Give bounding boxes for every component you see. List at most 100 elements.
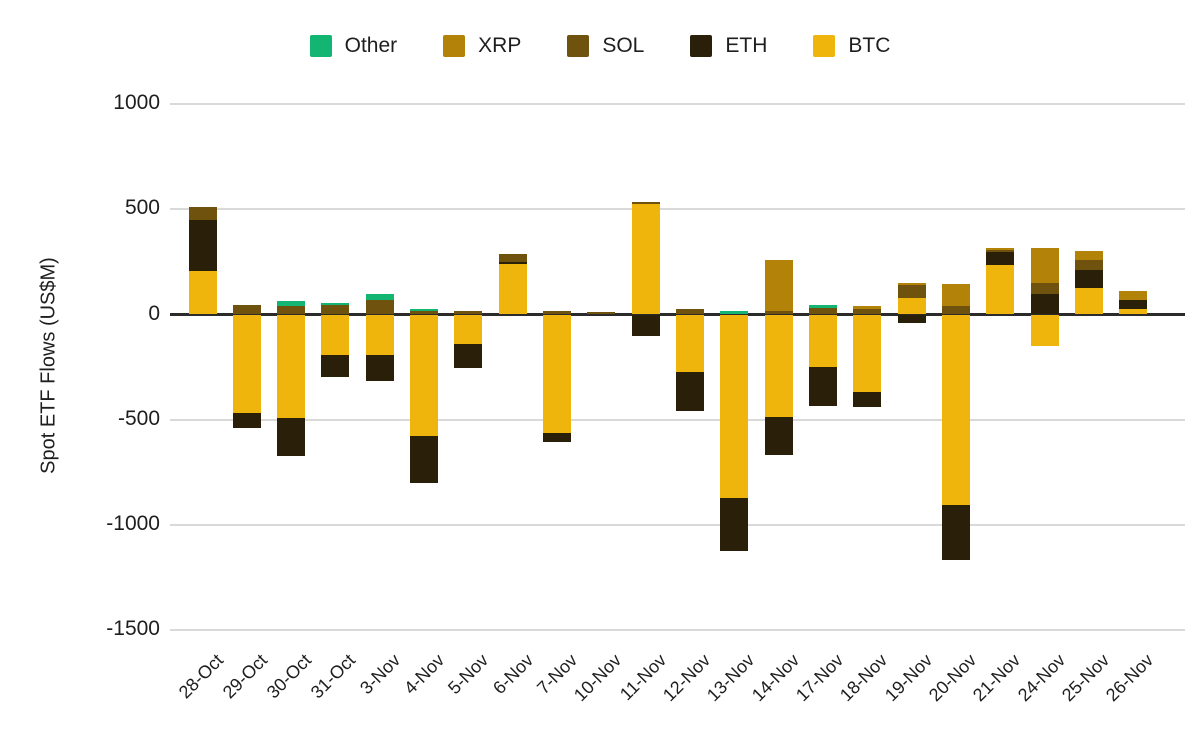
bar-segment-sol-30-oct xyxy=(277,306,306,315)
bar-segment-btc-26-nov xyxy=(1119,309,1148,315)
bar-segment-other-17-nov xyxy=(809,305,838,309)
bar-segment-sol-19-nov xyxy=(897,285,926,298)
bar-segment-sol-5-nov xyxy=(454,311,483,315)
bar-segment-eth-6-nov xyxy=(498,261,527,264)
bar-segment-eth-13-nov xyxy=(720,497,749,552)
bar-segment-xrp-24-nov xyxy=(1030,248,1059,283)
bar-segment-sol-18-nov xyxy=(853,309,882,315)
bar-segment-sol-17-nov xyxy=(809,308,838,315)
plot-area xyxy=(170,95,1185,640)
bar-segment-sol-7-nov xyxy=(543,311,572,315)
legend-swatch-eth xyxy=(690,35,713,57)
bar-segment-btc-29-oct xyxy=(232,314,261,414)
bar-segment-btc-28-oct xyxy=(188,271,217,315)
gridline--1500 xyxy=(170,629,1185,632)
bar-segment-eth-11-nov xyxy=(631,314,660,336)
bar-segment-btc-11-nov xyxy=(631,203,660,315)
bar-segment-btc-3-nov xyxy=(365,314,394,355)
y-tick-label--500: -500 xyxy=(117,406,160,430)
bar-segment-btc-12-nov xyxy=(676,314,705,373)
bar-segment-eth-25-nov xyxy=(1075,270,1104,289)
bar-segment-other-4-nov xyxy=(410,309,439,312)
gridline-1000 xyxy=(170,102,1185,105)
bar-segment-sol-20-nov xyxy=(942,306,971,315)
legend-label-xrp: XRP xyxy=(478,34,522,57)
legend-label-eth: ETH xyxy=(725,34,768,57)
bar-segment-btc-7-nov xyxy=(543,314,572,434)
bar-segment-sol-31-oct xyxy=(321,305,350,315)
bar-segment-btc-17-nov xyxy=(809,314,838,368)
bar-segment-btc-24-nov xyxy=(1030,314,1059,347)
bar-segment-btc-13-nov xyxy=(720,314,749,498)
bar-segment-eth-5-nov xyxy=(454,343,483,369)
bar-segment-btc-14-nov xyxy=(764,314,793,417)
bar-segment-btc-19-nov xyxy=(897,297,926,315)
y-axis-title: Spot ETF Flows (US$M) xyxy=(37,257,60,474)
bar-segment-eth-26-nov xyxy=(1119,299,1148,310)
bar-segment-xrp-25-nov xyxy=(1075,251,1104,260)
bar-segment-xrp-18-nov xyxy=(853,306,882,310)
bar-segment-xrp-21-nov xyxy=(986,248,1015,251)
bar-segment-sol-28-oct xyxy=(188,207,217,220)
bar-segment-other-3-nov xyxy=(365,294,394,300)
y-tick-label--1000: -1000 xyxy=(106,512,160,536)
legend-swatch-xrp xyxy=(443,35,466,57)
gridline-500 xyxy=(170,208,1185,211)
bar-segment-sol-24-nov xyxy=(1030,282,1059,295)
bar-segment-eth-30-oct xyxy=(277,417,306,456)
bar-segment-eth-28-oct xyxy=(188,219,217,272)
legend-item-xrp: XRP xyxy=(443,34,521,58)
bar-segment-sol-25-nov xyxy=(1075,259,1104,271)
bar-segment-eth-14-nov xyxy=(764,416,793,455)
y-tick-label-0: 0 xyxy=(148,301,160,325)
bar-segment-btc-30-oct xyxy=(277,314,306,418)
bar-segment-eth-7-nov xyxy=(543,433,572,442)
bar-segment-eth-21-nov xyxy=(986,252,1015,265)
bar-segment-other-31-oct xyxy=(321,302,350,305)
bar-segment-eth-19-nov xyxy=(897,314,926,323)
legend-label-other: Other xyxy=(344,34,398,57)
legend-label-sol: SOL xyxy=(602,34,645,57)
bar-segment-sol-6-nov xyxy=(498,254,527,262)
bar-segment-xrp-19-nov xyxy=(897,282,926,285)
bar-segment-btc-18-nov xyxy=(853,314,882,393)
chart-legend: Other XRP SOL ETH BTC xyxy=(0,34,1200,58)
bar-segment-sol-3-nov xyxy=(365,299,394,315)
bar-segment-sol-4-nov xyxy=(410,311,439,315)
bar-segment-other-30-oct xyxy=(277,300,306,307)
bar-segment-btc-25-nov xyxy=(1075,288,1104,315)
legend-item-eth: ETH xyxy=(690,34,767,58)
gridline--500 xyxy=(170,418,1185,421)
legend-item-btc: BTC xyxy=(813,34,890,58)
bar-segment-btc-20-nov xyxy=(942,314,971,506)
bar-segment-xrp-14-nov xyxy=(764,259,793,312)
bar-segment-sol-14-nov xyxy=(764,311,793,315)
bar-segment-eth-17-nov xyxy=(809,367,838,407)
bar-segment-sol-21-nov xyxy=(986,250,1015,253)
bar-segment-btc-21-nov xyxy=(986,265,1015,315)
bar-segment-eth-18-nov xyxy=(853,392,882,408)
bar-segment-sol-10-nov xyxy=(587,312,616,315)
legend-swatch-other xyxy=(309,35,332,57)
bar-segment-eth-24-nov xyxy=(1030,294,1059,315)
bar-segment-eth-29-oct xyxy=(232,413,261,429)
bar-segment-btc-6-nov xyxy=(498,263,527,315)
bar-segment-eth-3-nov xyxy=(365,354,394,381)
y-tick-label-1000: 1000 xyxy=(113,90,160,114)
legend-item-sol: SOL xyxy=(567,34,644,58)
bar-segment-btc-31-oct xyxy=(321,314,350,355)
legend-label-btc: BTC xyxy=(848,34,891,57)
bar-segment-btc-4-nov xyxy=(410,314,439,436)
bar-segment-other-13-nov xyxy=(720,311,749,315)
legend-item-other: Other xyxy=(309,34,398,58)
bar-segment-eth-4-nov xyxy=(410,435,439,483)
bar-segment-eth-12-nov xyxy=(676,372,705,412)
bar-segment-eth-31-oct xyxy=(321,354,350,377)
legend-swatch-btc xyxy=(813,35,836,57)
bar-segment-eth-20-nov xyxy=(942,505,971,560)
bar-segment-xrp-26-nov xyxy=(1119,291,1148,300)
gridline--1000 xyxy=(170,524,1185,527)
bar-segment-xrp-20-nov xyxy=(942,283,971,307)
bar-segment-sol-29-oct xyxy=(232,305,261,315)
